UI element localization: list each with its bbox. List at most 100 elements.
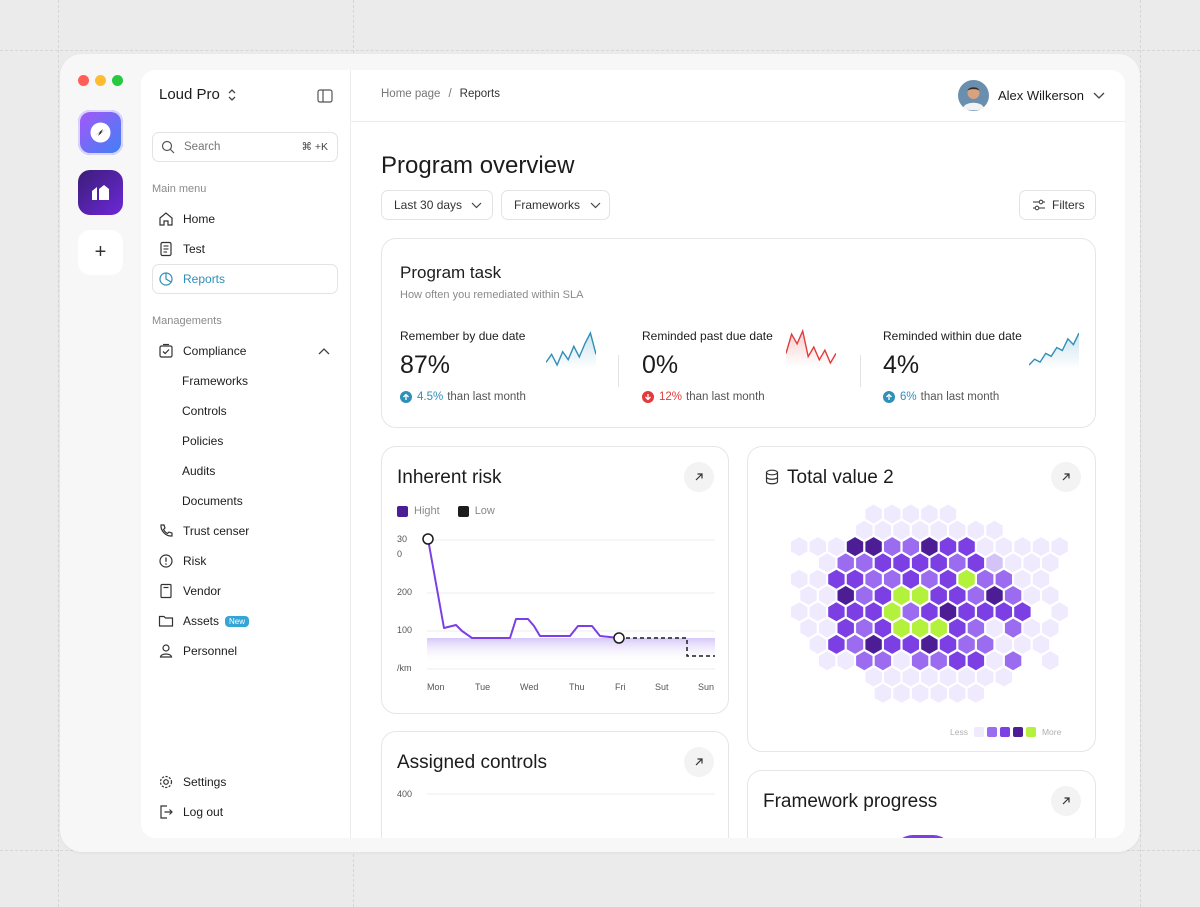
search-input[interactable] — [182, 140, 296, 154]
app-window: + Loud Pro ⌘ +K Main — [60, 54, 1140, 852]
hex-cell — [958, 667, 975, 687]
hex-cell — [958, 569, 975, 589]
y-tick-label: 30 — [397, 534, 407, 544]
arrow-up-right-icon — [695, 758, 703, 766]
stat-label: Reminded within due date — [883, 329, 1022, 343]
risk-series-line — [427, 538, 620, 639]
stat-change-value: 4.5% — [417, 391, 444, 403]
framework-progress-open-button[interactable] — [1051, 786, 1081, 816]
new-badge: New — [225, 615, 250, 627]
hex-cell — [1023, 586, 1040, 605]
hex-cell — [902, 537, 919, 557]
close-window-button[interactable] — [78, 75, 89, 86]
hex-cell — [1042, 553, 1059, 573]
filters-button[interactable]: Filters — [1019, 190, 1096, 220]
legend-swatch-high — [397, 505, 408, 517]
workspace-logo-icon — [92, 185, 109, 200]
user-menu[interactable]: Alex Wilkerson — [958, 80, 1105, 111]
legend-swatch-low — [457, 505, 469, 517]
hex-cell — [977, 602, 994, 622]
stat-reminded-within-due: Reminded within due date 4% 6% than last… — [883, 329, 1095, 409]
sparkline-chart — [786, 328, 836, 367]
logout-button[interactable]: Log out — [152, 797, 338, 827]
stat-label: Reminded past due date — [642, 329, 773, 343]
sidebar-item-assets[interactable]: Assets New — [152, 606, 338, 636]
maximize-window-button[interactable] — [112, 75, 123, 86]
search-box[interactable]: ⌘ +K — [152, 132, 338, 162]
sidebar-item-trust-censer[interactable]: Trust censer — [152, 516, 338, 546]
managements-label: Managements — [152, 315, 222, 327]
chevron-up-down-icon — [228, 88, 236, 101]
hex-cell — [977, 634, 994, 654]
sidebar-item-frameworks[interactable]: Frameworks — [152, 366, 338, 396]
sidebar-item-vendor[interactable]: Vendor — [152, 576, 338, 606]
chart-legend: Hight Low — [397, 505, 495, 517]
hex-cell — [856, 618, 873, 638]
search-icon — [161, 140, 175, 154]
hex-cell — [1023, 553, 1040, 573]
sidebar-item-audits[interactable]: Audits — [152, 456, 338, 486]
hex-cell — [958, 602, 975, 622]
hex-cell — [893, 683, 910, 703]
app-switch-primary[interactable] — [78, 110, 123, 155]
hex-cell — [874, 618, 892, 638]
sidebar-toggle-icon[interactable] — [317, 89, 333, 103]
hex-cell — [902, 504, 919, 524]
minimize-window-button[interactable] — [95, 75, 106, 86]
inherent-risk-card: Inherent risk Hight Low — [381, 446, 729, 714]
risk-current-point[interactable] — [613, 632, 625, 644]
main-menu-label: Main menu — [152, 183, 207, 195]
workspace-name: Loud Pro — [159, 86, 220, 103]
main-content: Home page / Reports Alex Wilkerson Progr… — [351, 70, 1125, 838]
stat-value: 0% — [642, 351, 679, 379]
chevron-up-icon[interactable] — [318, 347, 330, 355]
stat-change: 12% than last month — [642, 391, 765, 403]
gear-icon — [159, 775, 173, 789]
hex-cell — [967, 651, 985, 671]
hex-heatmap — [791, 504, 1068, 703]
legend-less-label: Less — [950, 727, 968, 737]
logout-icon — [160, 805, 173, 819]
sidebar-item-test[interactable]: Test — [152, 234, 338, 264]
risk-start-point[interactable] — [422, 533, 434, 545]
hex-cell — [939, 634, 957, 654]
hex-cell — [846, 602, 864, 622]
assigned-controls-open-button[interactable] — [684, 747, 714, 777]
sidebar-item-home[interactable]: Home — [152, 204, 338, 234]
program-task-title: Program task — [400, 263, 502, 282]
app-switch-secondary[interactable] — [78, 170, 123, 215]
user-name: Alex Wilkerson — [998, 88, 1084, 103]
total-value-open-button[interactable] — [1051, 462, 1081, 492]
sidebar-item-controls[interactable]: Controls — [152, 396, 338, 426]
sidebar-item-risk[interactable]: Risk — [152, 546, 338, 576]
hex-cell — [874, 586, 892, 605]
frameworks-dropdown[interactable]: Frameworks — [501, 190, 610, 220]
inherent-risk-open-button[interactable] — [684, 462, 714, 492]
hex-cell — [874, 683, 892, 703]
sidebar-item-personnel[interactable]: Personnel — [152, 636, 338, 666]
legend-label-high: Hight — [414, 505, 440, 517]
breadcrumb-home-link[interactable]: Home page — [381, 88, 441, 100]
hex-cell — [902, 667, 919, 687]
gridlines — [427, 539, 715, 670]
sidebar-item-compliance[interactable]: Compliance — [152, 336, 338, 366]
hex-cell — [846, 537, 864, 557]
add-app-button[interactable]: + — [78, 230, 123, 275]
sidebar-item-documents[interactable]: Documents — [152, 486, 338, 516]
pie-chart-icon — [159, 272, 173, 286]
hex-cell — [1014, 602, 1031, 622]
program-task-card: Program task How often you remediated wi… — [381, 238, 1096, 428]
document-icon — [160, 241, 172, 257]
folder-icon — [158, 615, 174, 627]
period-dropdown[interactable]: Last 30 days — [381, 190, 493, 220]
sidebar-item-policies[interactable]: Policies — [152, 426, 338, 456]
hex-cell — [986, 553, 1003, 573]
sidebar-item-reports[interactable]: Reports — [152, 264, 338, 294]
settings-button[interactable]: Settings — [152, 767, 338, 797]
period-label: Last 30 days — [394, 198, 463, 212]
workspace-switcher[interactable]: Loud Pro — [159, 86, 238, 103]
hex-cell — [791, 602, 808, 622]
framework-progress-title: Framework progress — [763, 791, 938, 812]
stat-value: 87% — [400, 351, 451, 379]
hex-cell — [939, 504, 957, 524]
